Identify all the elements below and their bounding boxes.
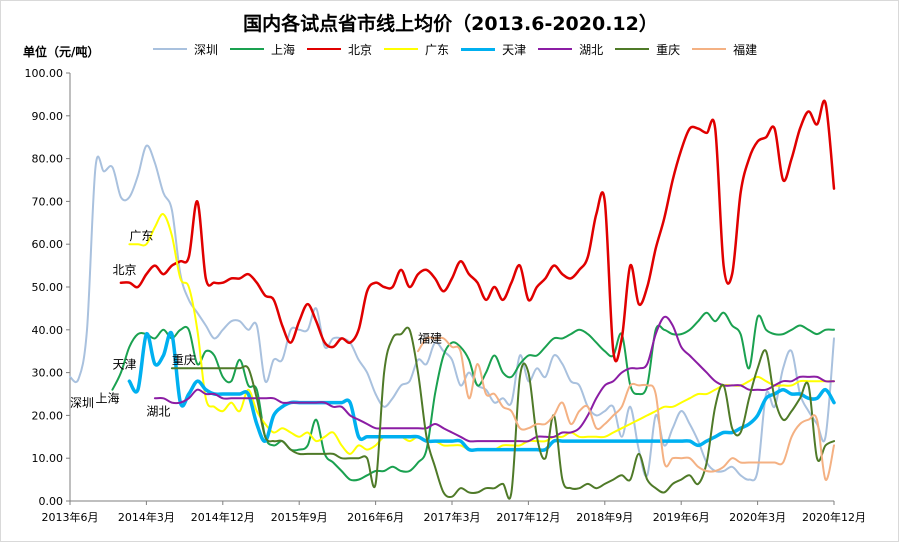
series-label-guangdong: 广东 <box>129 229 153 243</box>
legend-label: 湖北 <box>579 42 604 57</box>
y-tick-label: 10.00 <box>32 452 64 465</box>
legend-item-tianjin: 天津 <box>461 41 526 58</box>
legend-label: 北京 <box>348 42 373 57</box>
series-label-shanghai: 上海 <box>95 391 119 406</box>
y-axis-unit-label: 单位（元/吨） <box>23 45 100 59</box>
legend-swatch <box>615 48 650 50</box>
legend-label: 天津 <box>502 42 527 57</box>
legend-label: 上海 <box>271 42 296 57</box>
series-label-shenzhen: 深圳 <box>70 396 94 410</box>
legend-item-beijing: 北京 <box>307 41 372 58</box>
legend-swatch <box>538 48 573 50</box>
series-line-guangdong <box>128 213 835 455</box>
series-label-tianjin: 天津 <box>112 357 136 371</box>
legend-label: 重庆 <box>656 42 681 57</box>
y-tick-label: 60.00 <box>32 238 64 251</box>
x-tick-label: 2017年12月 <box>496 510 560 524</box>
x-tick-label: 2019年6月 <box>653 510 710 524</box>
legend-item-shanghai: 上海 <box>230 41 295 58</box>
legend-item-shenzhen: 深圳 <box>153 41 218 58</box>
y-tick-label: 50.00 <box>32 281 64 294</box>
legend-swatch <box>153 48 187 50</box>
series-line-chongqing <box>170 326 835 500</box>
legend-label: 广东 <box>425 42 450 57</box>
y-tick-label: 0.00 <box>39 495 64 508</box>
y-tick-label: 40.00 <box>32 324 64 337</box>
x-tick-label: 2016年6月 <box>347 510 404 524</box>
x-tick-label: 2020年3月 <box>729 510 786 524</box>
legend-label: 福建 <box>733 42 758 57</box>
legend-swatch <box>230 48 265 50</box>
legend-label: 深圳 <box>194 42 219 57</box>
legend-item-guangdong: 广东 <box>384 41 449 58</box>
series-line-fujian <box>417 336 835 481</box>
x-tick-label: 2020年12月 <box>802 510 866 524</box>
series-label-chongqing: 重庆 <box>172 353 196 367</box>
series-label-beijing: 北京 <box>112 263 136 277</box>
y-tick-label: 90.00 <box>32 110 64 123</box>
series-line-shanghai <box>111 311 835 482</box>
legend-swatch <box>461 47 496 51</box>
y-tick-label: 100.00 <box>25 67 64 80</box>
x-tick-label: 2017年3月 <box>424 510 481 524</box>
y-tick-label: 80.00 <box>32 153 64 166</box>
x-tick-label: 2013年6月 <box>42 510 99 524</box>
chart-title: 国内各试点省市线上均价（2013.6-2020.12） <box>243 13 658 35</box>
legend-swatch <box>692 48 727 50</box>
x-tick-label: 2018年9月 <box>576 510 633 524</box>
legend-swatch <box>307 48 342 50</box>
y-tick-label: 20.00 <box>32 409 64 422</box>
series-line-beijing <box>119 99 836 363</box>
x-tick-label: 2014年3月 <box>118 510 175 524</box>
legend-item-fujian: 福建 <box>692 41 757 58</box>
y-tick-label: 70.00 <box>32 195 64 208</box>
y-tick-label: 30.00 <box>32 367 64 380</box>
chart-legend: 深圳 上海 北京 广东 天津 湖北 重庆 福建 <box>153 40 769 58</box>
series-label-fujian: 福建 <box>418 331 442 346</box>
legend-item-hubei: 湖北 <box>538 41 603 58</box>
legend-swatch <box>384 48 419 50</box>
series-line-tianjin <box>127 330 836 453</box>
x-tick-label: 2014年12月 <box>191 510 255 524</box>
x-tick-label: 2015年9月 <box>271 510 328 524</box>
series-label-hubei: 湖北 <box>146 403 170 418</box>
legend-item-chongqing: 重庆 <box>615 41 680 58</box>
